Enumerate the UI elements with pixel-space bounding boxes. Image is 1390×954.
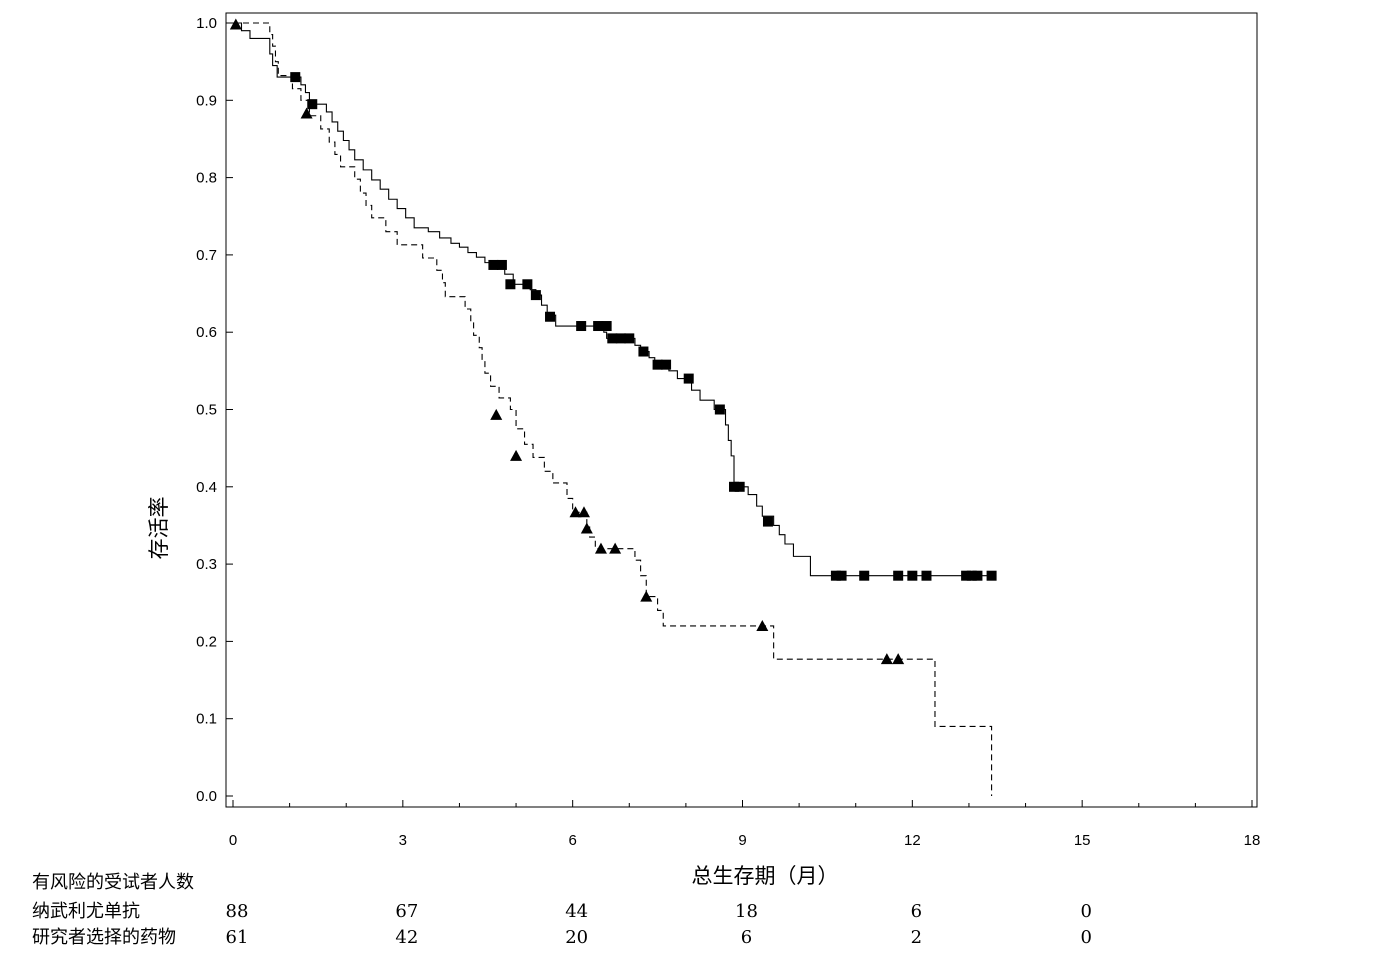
censor-marker-square	[986, 570, 997, 581]
censor-marker-triangle	[569, 506, 582, 518]
y-tick-label: 0.2	[196, 633, 217, 650]
censor-marker-square	[488, 259, 499, 270]
risk-count: 42	[395, 927, 418, 948]
risk-count: 2	[911, 927, 922, 948]
censor-marker-square	[734, 481, 745, 492]
censor-marker-square	[505, 279, 516, 290]
y-axis: 0.0 0.1 0.2 0.3 0.4 0.5 0.6 0.7 0.8 0.9 1.0	[196, 15, 233, 805]
censor-marker-triangle	[300, 107, 313, 119]
x-tick-label: 15	[1074, 832, 1091, 849]
x-tick-label: 18	[1244, 832, 1261, 849]
censor-marker-square	[729, 481, 740, 492]
risk-count: 44	[565, 901, 588, 922]
y-tick-label: 0.1	[196, 711, 217, 728]
x-axis-title: 总生存期（月）	[692, 864, 839, 888]
risk-count: 20	[565, 927, 588, 948]
y-tick-label: 0.5	[196, 402, 217, 419]
censor-marker-square	[607, 333, 618, 344]
censor-marker-square	[601, 321, 612, 332]
censor-marker-square	[545, 311, 556, 322]
censor-marker-triangle	[756, 619, 769, 631]
plot-frame	[225, 12, 1258, 808]
censor-marker-square	[593, 321, 604, 332]
censor-marker-square	[972, 570, 983, 581]
censor-marker-square	[830, 570, 841, 581]
risk-count: 0	[1080, 901, 1091, 922]
y-tick-label: 0.7	[196, 247, 217, 264]
censor-marker-triangle	[490, 408, 503, 420]
risk-row-label: 纳武利尤单抗	[32, 901, 140, 922]
censor-marker-square	[307, 99, 318, 110]
y-tick-label: 1.0	[196, 15, 217, 32]
series-solid	[233, 22, 997, 581]
risk-count: 61	[226, 927, 249, 948]
censor-marker-square	[836, 570, 847, 581]
x-tick-label: 0	[229, 832, 237, 849]
censor-marker-square	[530, 290, 541, 301]
risk-count: 6	[741, 927, 752, 948]
x-tick-label: 6	[568, 832, 576, 849]
censor-marker-square	[290, 72, 301, 83]
censor-marker-triangle	[892, 653, 905, 665]
censor-marker-square	[522, 279, 533, 290]
y-axis-title: 存活率	[147, 497, 171, 560]
x-tick-label: 9	[738, 832, 746, 849]
survival-curve-line	[233, 22, 992, 577]
y-tick-label: 0.8	[196, 170, 217, 187]
risk-row-label: 研究者选择的药物	[32, 927, 176, 948]
censor-marker-triangle	[609, 542, 622, 554]
censor-marker-triangle	[580, 522, 593, 534]
censor-marker-triangle	[577, 506, 590, 518]
x-axis: 0 3 6 9 12 15 18	[229, 800, 1261, 849]
censor-marker-triangle	[640, 590, 653, 602]
x-tick-label: 12	[904, 832, 921, 849]
censor-marker-square	[638, 346, 649, 357]
censor-marker-triangle	[880, 653, 893, 665]
risk-count: 67	[395, 901, 418, 922]
censor-marker-triangle	[229, 18, 242, 30]
censor-marker-square	[496, 259, 507, 270]
y-tick-label: 0.9	[196, 92, 217, 109]
censor-marker-square	[859, 570, 870, 581]
censor-marker-square	[961, 570, 972, 581]
censor-marker-square	[652, 359, 663, 370]
censor-marker-square	[714, 404, 725, 415]
risk-count: 18	[735, 901, 758, 922]
censor-marker-square	[921, 570, 932, 581]
risk-count: 6	[911, 901, 922, 922]
censor-marker-square	[661, 359, 672, 370]
series-layer	[229, 18, 997, 796]
survival-curve-line	[233, 22, 993, 796]
x-tick-label: 3	[399, 832, 407, 849]
risk-count: 88	[226, 901, 249, 922]
censor-marker-square	[624, 333, 635, 344]
censor-marker-square	[576, 321, 587, 332]
risk-table-header: 有风险的受试者人数	[32, 872, 194, 893]
censor-marker-square	[762, 516, 773, 527]
censor-marker-square	[683, 373, 694, 384]
censor-marker-square	[893, 570, 904, 581]
series-dashed	[229, 18, 993, 796]
censor-marker-square	[907, 570, 918, 581]
censor-marker-triangle	[510, 449, 523, 461]
y-tick-label: 0.6	[196, 324, 217, 341]
censor-marker-triangle	[594, 542, 607, 554]
y-tick-label: 0.0	[196, 788, 217, 805]
y-tick-label: 0.4	[196, 479, 217, 496]
y-tick-label: 0.3	[196, 556, 217, 573]
censor-marker-square	[615, 333, 626, 344]
risk-count: 0	[1080, 927, 1091, 948]
censor-marker-square	[966, 570, 977, 581]
